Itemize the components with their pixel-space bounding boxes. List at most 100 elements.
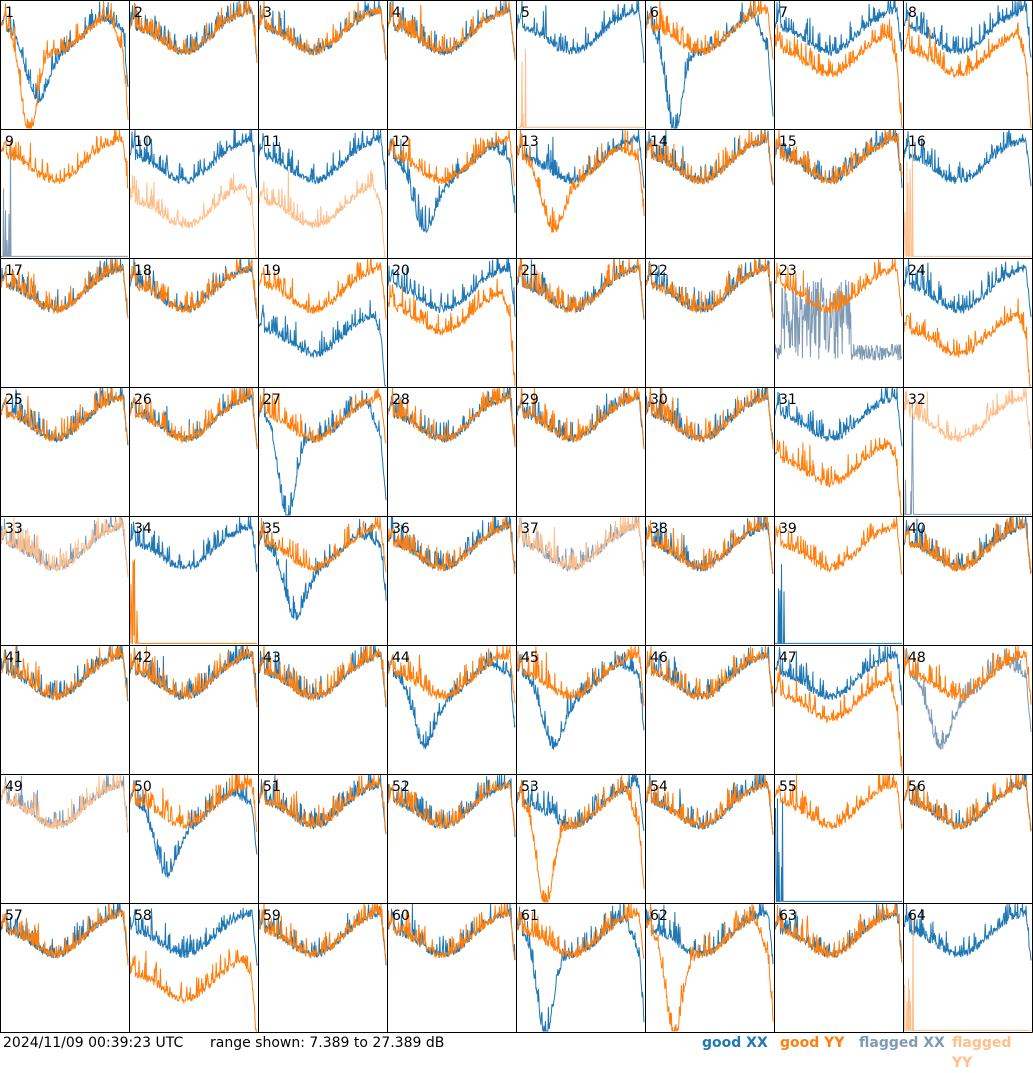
panel-33: 33	[0, 516, 129, 578]
panel-2: 2	[129, 0, 258, 64]
panel-54: 54	[645, 774, 774, 836]
series-yy-panel-64	[903, 917, 1031, 1031]
panel-6: 6	[645, 0, 774, 129]
panel-15: 15	[774, 129, 903, 188]
series-yy-panel-17	[0, 258, 129, 319]
series-yy-panel-48	[903, 645, 1032, 705]
series-yy-panel-13	[516, 129, 645, 234]
panel-62: 62	[645, 903, 774, 1032]
series-yy-panel-26	[129, 387, 258, 450]
panel-label: 42	[134, 650, 152, 666]
panel-label: 3	[263, 5, 272, 21]
panel-12: 12	[387, 129, 516, 234]
panel-41: 41	[0, 645, 129, 702]
panel-label: 32	[908, 392, 926, 408]
panel-27: 27	[258, 387, 387, 516]
panel-10: 10	[129, 129, 258, 258]
panel-label: 25	[5, 392, 23, 408]
series-yy-panel-19	[258, 258, 387, 320]
panel-label: 22	[650, 263, 668, 279]
series-yy-panel-4	[387, 0, 516, 61]
panel-23: 23	[774, 258, 903, 361]
series-yy-panel-32	[903, 387, 1032, 449]
series-yy-panel-24	[903, 298, 1031, 387]
panel-label: 47	[779, 650, 797, 666]
panel-61: 61	[516, 903, 645, 1032]
panel-30: 30	[645, 387, 774, 450]
series-xx-panel-20	[387, 258, 516, 317]
series-xx-panel-64	[903, 903, 1032, 961]
panel-label: 20	[392, 263, 410, 279]
panel-label: 17	[5, 263, 23, 279]
panel-label: 13	[521, 134, 539, 150]
series-xx-panel-23	[774, 278, 903, 361]
panel-60: 60	[387, 903, 516, 961]
panel-label: 59	[263, 908, 281, 924]
series-yy-panel-10	[129, 173, 257, 258]
panel-25: 25	[0, 387, 129, 446]
panel-label: 36	[392, 521, 410, 537]
series-yy-panel-25	[0, 387, 129, 443]
series-yy-panel-20	[387, 278, 516, 387]
series-xx-panel-58	[129, 907, 258, 966]
series-xx-panel-37	[516, 516, 645, 573]
panel-label: 12	[392, 134, 410, 150]
panel-label: 52	[392, 779, 410, 795]
panel-64: 64	[903, 903, 1032, 1031]
panel-label: 27	[263, 392, 281, 408]
panel-label: 7	[779, 5, 788, 21]
panel-label: 37	[521, 521, 539, 537]
series-yy-panel-14	[645, 129, 774, 185]
panel-label: 60	[392, 908, 410, 924]
panel-label: 61	[521, 908, 539, 924]
panel-29: 29	[516, 387, 645, 450]
series-xx-panel-19	[258, 300, 387, 387]
series-yy-panel-54	[645, 774, 774, 835]
series-yy-panel-57	[0, 903, 129, 966]
legend-flagged-yy: flagged YY	[952, 1033, 1033, 1073]
panel-label: 41	[5, 650, 23, 666]
panel-7: 7	[774, 0, 903, 129]
legend-good-xx-prefix: good	[702, 1035, 742, 1051]
panel-label: 28	[392, 392, 410, 408]
panel-label: 38	[650, 521, 668, 537]
panel-label: 49	[5, 779, 23, 795]
legend-good-xx: good XX	[702, 1033, 768, 1053]
series-xx-panel-22	[645, 258, 774, 318]
series-xx-panel-48	[904, 648, 1032, 751]
panel-45: 45	[516, 645, 645, 750]
panel-26: 26	[129, 387, 258, 450]
series-yy-panel-27	[258, 387, 387, 444]
panel-label: 9	[5, 134, 14, 150]
panel-48: 48	[903, 645, 1032, 751]
series-xx-panel-44	[387, 651, 516, 750]
series-yy-panel-28	[387, 387, 516, 447]
legend-good-xx-pol: XX	[746, 1035, 768, 1051]
panel-label: 46	[650, 650, 668, 666]
legend-flagged-xx-prefix: flagged	[859, 1035, 919, 1051]
legend-flagged-yy-prefix: flagged	[952, 1035, 1012, 1051]
series-yy-panel-50	[129, 774, 258, 833]
series-yy-panel-44	[387, 645, 516, 704]
panel-9: 9	[0, 129, 129, 258]
series-yy-panel-46	[645, 645, 774, 707]
series-yy-panel-3	[258, 0, 387, 60]
series-xx-panel-32	[904, 403, 1031, 515]
panel-label: 6	[650, 5, 659, 21]
panel-11: 11	[258, 129, 387, 258]
series-yy-panel-5	[517, 49, 644, 128]
panel-label: 30	[650, 392, 668, 408]
series-yy-panel-40	[903, 516, 1032, 575]
panel-label: 62	[650, 908, 668, 924]
panel-36: 36	[387, 516, 516, 574]
panel-label: 2	[134, 5, 143, 21]
series-yy-panel-62	[645, 903, 774, 1032]
panel-label: 31	[779, 392, 797, 408]
panel-47: 47	[774, 645, 903, 774]
series-yy-panel-43	[258, 645, 387, 705]
panel-label: 44	[392, 650, 410, 666]
panel-label: 51	[263, 779, 281, 795]
series-xx-panel-39	[775, 564, 902, 644]
panel-39: 39	[774, 516, 903, 644]
legend-good-yy: good YY	[780, 1033, 844, 1053]
